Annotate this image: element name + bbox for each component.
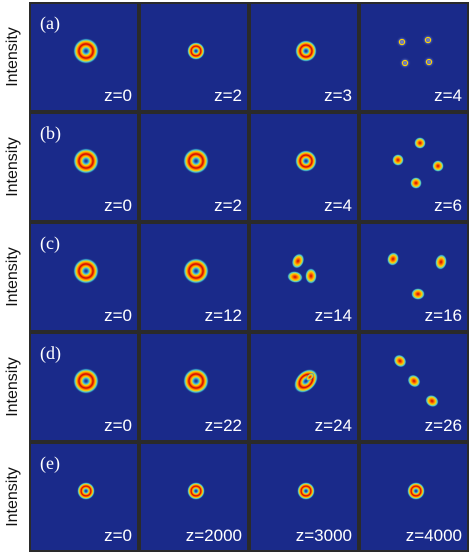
propagation-distance-label: z=2 [214, 196, 242, 215]
intensity-spot [411, 288, 425, 300]
intensity-spot-outline [401, 59, 409, 67]
intensity-ring [295, 40, 317, 62]
intensity-ring [73, 258, 99, 284]
intensity-spot-outline [424, 36, 432, 44]
propagation-distance-label: z=2 [214, 86, 242, 105]
intensity-ring [295, 150, 317, 172]
intensity-ring [183, 148, 209, 174]
intensity-ring [183, 258, 209, 284]
panel-frame [359, 112, 469, 222]
intensity-panel: z=0 (e) [29, 442, 139, 552]
intensity-spot [392, 154, 404, 166]
propagation-distance-label: z=0 [104, 196, 132, 215]
propagation-distance-label: z=12 [205, 306, 242, 325]
row-ylabel: Intensity [4, 467, 21, 527]
intensity-panel: z=4 [359, 2, 469, 112]
intensity-spot [386, 252, 400, 266]
faint-intensity-spot [423, 56, 435, 68]
propagation-distance-label: z=16 [425, 306, 462, 325]
intensity-panel: z=4000 [359, 442, 469, 552]
propagation-distance-label: z=4 [434, 86, 462, 105]
intensity-panel: z=14 [249, 222, 359, 332]
intensity-spot [434, 254, 448, 270]
row-label: (d) [40, 343, 61, 364]
intensity-panel: z=26 [359, 332, 469, 442]
intensity-spot [407, 374, 421, 388]
propagation-distance-label: z=0 [104, 526, 132, 545]
intensity-panel: z=0 (c) [29, 222, 139, 332]
row-label: (b) [40, 123, 61, 144]
row-ylabel: Intensity [4, 137, 21, 197]
intensity-panel: z=0 (b) [29, 112, 139, 222]
faint-intensity-spot [399, 57, 411, 69]
intensity-panel: z=16 [359, 222, 469, 332]
intensity-spot [414, 137, 426, 149]
intensity-spot [393, 354, 407, 368]
row-label: (a) [40, 13, 60, 34]
intensity-spot [305, 268, 317, 284]
intensity-ring [187, 482, 205, 500]
intensity-spot [291, 253, 305, 269]
propagation-distance-label: z=3 [324, 86, 352, 105]
intensity-spot [305, 372, 315, 382]
intensity-spot [432, 160, 444, 172]
propagation-distance-label: z=24 [315, 416, 352, 435]
propagation-distance-label: z=26 [425, 416, 462, 435]
intensity-panel: z=0 (a) [29, 2, 139, 112]
faint-intensity-spot [396, 36, 408, 48]
panel-frame [249, 222, 359, 332]
intensity-panel: z=0 (d) [29, 332, 139, 442]
intensity-panel: z=24 [249, 332, 359, 442]
propagation-distance-label: z=14 [315, 306, 352, 325]
propagation-distance-label: z=3000 [296, 526, 352, 545]
intensity-spot-outline [425, 58, 433, 66]
intensity-spot-outline [398, 38, 406, 46]
row-label: (c) [40, 233, 60, 254]
propagation-distance-label: z=0 [104, 416, 132, 435]
panel-frame [249, 332, 359, 442]
propagation-distance-label: z=4 [324, 196, 352, 215]
intensity-panel: z=12 [139, 222, 249, 332]
propagation-distance-label: z=22 [205, 416, 242, 435]
intensity-ring [407, 482, 425, 500]
intensity-panel: z=2 [139, 112, 249, 222]
intensity-spot [425, 394, 439, 408]
intensity-panel: z=22 [139, 332, 249, 442]
intensity-ring [73, 38, 99, 64]
panel-frame [359, 222, 469, 332]
intensity-panel: z=3 [249, 2, 359, 112]
intensity-panel: z=6 [359, 112, 469, 222]
panel-frame [359, 2, 469, 112]
intensity-ring [77, 482, 95, 500]
propagation-distance-label: z=2000 [186, 526, 242, 545]
intensity-ring [297, 482, 315, 500]
intensity-spot [410, 177, 422, 189]
propagation-distance-label: z=6 [434, 196, 462, 215]
intensity-panel: z=3000 [249, 442, 359, 552]
row-label: (e) [40, 453, 60, 474]
intensity-panel: z=4 [249, 112, 359, 222]
row-ylabel: Intensity [4, 247, 21, 307]
propagation-distance-label: z=0 [104, 86, 132, 105]
intensity-ring [73, 368, 99, 394]
panel-frame [249, 442, 359, 552]
propagation-distance-label: z=0 [104, 306, 132, 325]
intensity-panel: z=2000 [139, 442, 249, 552]
faint-intensity-spot [422, 34, 434, 46]
intensity-spot [287, 270, 303, 284]
intensity-ring [73, 148, 99, 174]
row-ylabel: Intensity [4, 27, 21, 87]
intensity-ring [183, 368, 209, 394]
intensity-panel: z=2 [139, 2, 249, 112]
row-ylabel: Intensity [4, 357, 21, 417]
intensity-ring [187, 42, 205, 60]
propagation-distance-label: z=4000 [406, 526, 462, 545]
